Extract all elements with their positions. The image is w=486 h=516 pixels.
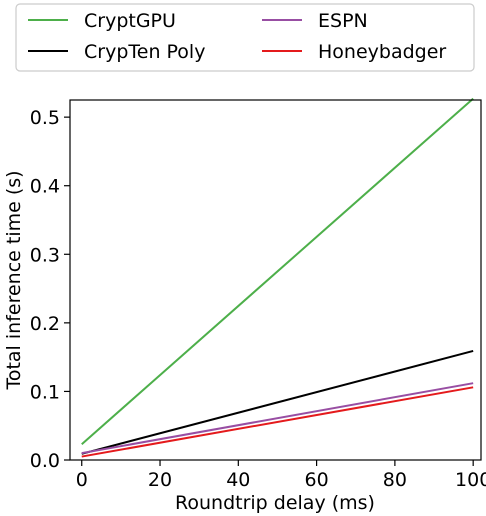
legend-label: Honeybadger (318, 41, 446, 63)
y-tick-label: 0.2 (30, 313, 60, 335)
x-tick-label: 40 (226, 469, 250, 491)
y-tick-label: 0.1 (30, 381, 60, 403)
legend-frame (15, 3, 475, 72)
legend-label: CryptGPU (84, 10, 176, 32)
y-tick-label: 0.4 (30, 176, 60, 198)
x-tick-label: 100 (455, 469, 486, 491)
x-tick-label: 0 (76, 469, 88, 491)
legend-label: CrypTen Poly (84, 41, 205, 63)
x-tick-label: 60 (305, 469, 329, 491)
series-line-honeybadger (81, 386, 474, 458)
legend: CryptGPU CrypTen Poly ESPN Honeybadger (15, 3, 475, 72)
x-tick-label: 20 (148, 469, 172, 491)
y-axis-label: Total inference time (s) (3, 170, 25, 390)
series-line-cryptgpu (81, 97, 474, 445)
x-axis-label: Roundtrip delay (ms) (175, 492, 375, 514)
y-axis: 0.0 0.1 0.2 0.3 0.4 0.5 (30, 107, 70, 472)
series-line-espn (81, 382, 474, 455)
legend-label: ESPN (318, 10, 368, 32)
y-tick-label: 0.5 (30, 107, 60, 129)
plot-frame (69, 99, 482, 461)
x-tick-label: 80 (383, 469, 407, 491)
y-tick-label: 0.0 (30, 450, 60, 472)
series-layer (81, 97, 474, 458)
y-tick-label: 0.3 (30, 244, 60, 266)
x-axis: 0 20 40 60 80 100 (76, 460, 486, 491)
series-line-crypten-poly (81, 350, 474, 455)
